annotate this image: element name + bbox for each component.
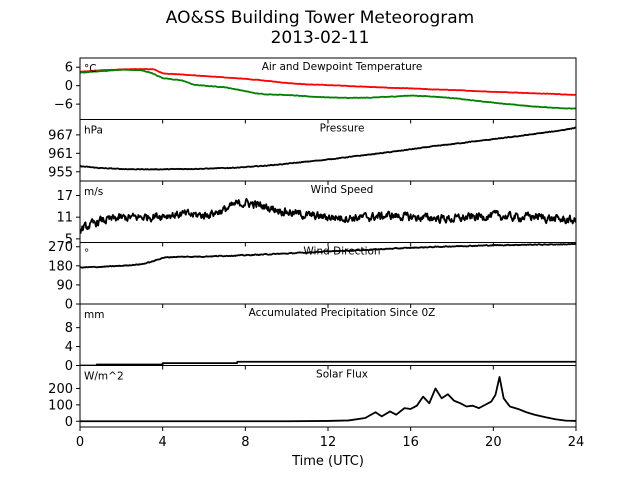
y-tick-label-precip: 0	[65, 359, 73, 374]
panel-title-temp: Air and Dewpoint Temperature	[262, 61, 423, 73]
panel-unit-pressure: hPa	[84, 125, 103, 137]
panel-title-wind_speed: Wind Speed	[311, 184, 374, 196]
panel-wind_speed: 17 11 5 Wind Speed m/s	[56, 180, 577, 247]
panel-unit-wind_dir: °	[84, 248, 89, 260]
y-tick-label-temp: 6	[65, 61, 73, 76]
y-tick-label-temp: −6	[54, 98, 73, 113]
x-tick-label: 4	[159, 435, 167, 450]
y-tick-label-precip: 4	[65, 340, 73, 355]
y-tick-label-pressure: 955	[48, 165, 73, 180]
y-tick-label-solar: 100	[48, 398, 73, 413]
x-tick-label: 24	[568, 435, 585, 450]
chart-subtitle: 2013-02-11	[270, 28, 370, 48]
series-line-temp-1	[80, 68, 576, 110]
y-tick-label-precip: 8	[65, 321, 73, 336]
y-tick-label-solar: 0	[65, 415, 73, 430]
y-tick-label-temp: 0	[65, 79, 73, 94]
y-tick-label-wind_dir: 270	[48, 240, 73, 255]
panel-unit-wind_speed: m/s	[84, 186, 103, 198]
y-tick-label-wind_dir: 180	[48, 259, 73, 274]
panel-title-wind_dir: Wind Direction	[303, 246, 380, 258]
panel-wind_dir: 270 180 90 0 Wind Direction °	[48, 240, 577, 313]
series-line-solar-0	[80, 376, 576, 423]
panel-pressure: 967 961 955 Pressure hPa	[48, 119, 577, 185]
y-tick-label-wind_speed: 11	[56, 211, 73, 226]
panel-title-pressure: Pressure	[320, 123, 365, 135]
y-tick-label-wind_dir: 0	[65, 298, 73, 313]
series-line-precip-0	[80, 360, 576, 366]
x-tick-label: 16	[402, 435, 419, 450]
panel-title-precip: Accumulated Precipitation Since 0Z	[249, 307, 436, 319]
panel-unit-temp: °C	[84, 63, 97, 75]
y-tick-label-solar: 200	[48, 382, 73, 397]
panel-title-solar: Solar Flux	[316, 369, 368, 381]
panel-unit-precip: mm	[84, 309, 104, 321]
y-tick-label-wind_speed: 5	[65, 232, 73, 247]
x-tick-label: 0	[76, 435, 84, 450]
x-tick-label: 8	[241, 435, 249, 450]
series-line-wind_speed-0	[80, 197, 576, 235]
series-line-pressure-0	[80, 126, 576, 171]
y-tick-label-wind_speed: 17	[56, 189, 73, 204]
y-tick-label-wind_dir: 90	[56, 278, 73, 293]
x-tick-label: 12	[320, 435, 337, 450]
panel-unit-solar: W/m^2	[84, 371, 124, 383]
panel-temp: 6 0 −6 Air and Dewpoint Temperature °C	[54, 57, 577, 124]
y-tick-label-pressure: 961	[48, 147, 73, 162]
panel-precip: 8 4 0 Accumulated Precipitation Since 0Z mm	[65, 303, 577, 374]
x-axis-label: Time (UTC)	[291, 454, 364, 469]
series-line-wind_dir-0	[80, 242, 576, 269]
y-tick-label-pressure: 967	[48, 128, 73, 143]
series-line-temp-0	[80, 68, 576, 96]
chart-title: AO&SS Building Tower Meteorogram	[165, 8, 475, 28]
x-tick-label: 20	[485, 435, 502, 450]
